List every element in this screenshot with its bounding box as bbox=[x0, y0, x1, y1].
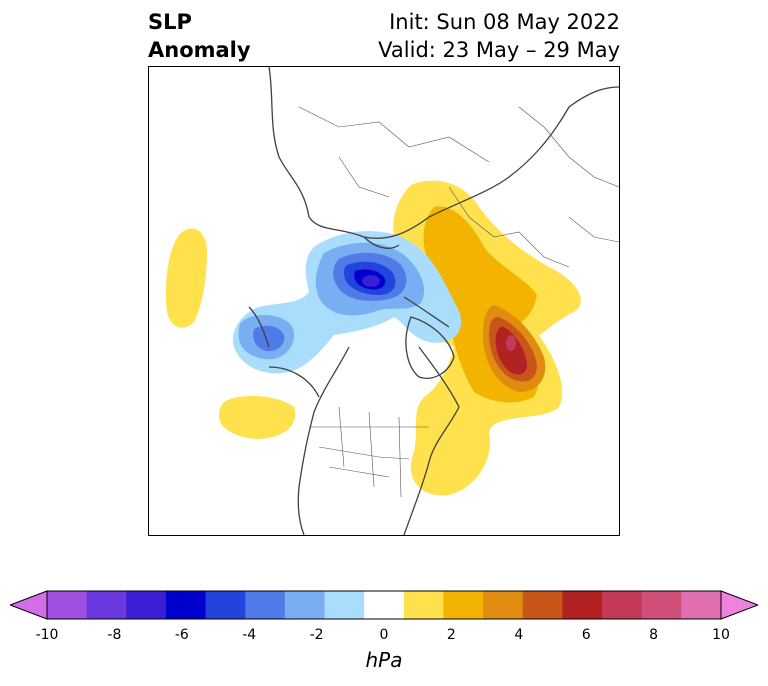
asia-coast bbox=[428, 86, 619, 218]
colorbar-segment bbox=[522, 591, 563, 619]
anomaly-blob-west bbox=[165, 228, 207, 328]
map-title: SLP Anomaly bbox=[148, 8, 251, 64]
anomaly-contour-minus3-west bbox=[253, 325, 285, 352]
alaska-coast bbox=[248, 306, 320, 398]
colorbar-tick-label: 6 bbox=[581, 627, 591, 643]
greenland-coast bbox=[405, 316, 455, 379]
colorbar-segment bbox=[284, 591, 326, 619]
forecast-info: Init: Sun 08 May 2022 Valid: 23 May – 29… bbox=[378, 8, 620, 64]
anomaly-min-center bbox=[362, 275, 380, 287]
anomaly-max-center bbox=[506, 335, 516, 351]
colorbar-tick-label: 4 bbox=[514, 627, 524, 643]
coastlines bbox=[248, 67, 619, 535]
colorbar-outline bbox=[46, 590, 722, 620]
colorbar-segment bbox=[165, 591, 207, 619]
colorbar-segment bbox=[681, 591, 722, 619]
colorbar-segment bbox=[602, 591, 643, 619]
colorbar-segment bbox=[443, 591, 484, 619]
colorbar-segment bbox=[47, 591, 88, 619]
colorbar-tick-label: 0 bbox=[379, 627, 389, 643]
colorbar-segment bbox=[641, 591, 682, 619]
colorbar-tick-label: 8 bbox=[649, 627, 659, 643]
colorbar-segment bbox=[245, 591, 286, 619]
arctic-islands bbox=[363, 236, 450, 328]
colorbar-tick-label: -4 bbox=[242, 627, 257, 643]
colorbar-segment bbox=[403, 591, 444, 619]
colorbar-extend-high bbox=[720, 590, 758, 620]
colorbar-segment bbox=[126, 591, 167, 619]
positive-anomaly-contours bbox=[165, 180, 581, 496]
colorbar-segment bbox=[324, 591, 365, 619]
colorbar-segment bbox=[205, 591, 246, 619]
colorbar-segment bbox=[483, 591, 524, 619]
colorbar-segment bbox=[364, 591, 405, 619]
title-line-2: Anomaly bbox=[148, 38, 251, 62]
title-line-1: SLP bbox=[148, 10, 192, 34]
colorbar-tick-label: 2 bbox=[446, 627, 456, 643]
colorbar-tick-label: -10 bbox=[35, 627, 59, 643]
country-borders bbox=[298, 106, 619, 498]
slp-anomaly-map bbox=[165, 67, 619, 535]
colorbar-tick-label: 10 bbox=[712, 627, 730, 643]
init-date: Init: Sun 08 May 2022 bbox=[389, 10, 620, 34]
colorbar-segment bbox=[562, 591, 603, 619]
colorbar-segment bbox=[86, 591, 127, 619]
map-panel bbox=[148, 66, 620, 536]
colorbar-tick-label: -2 bbox=[309, 627, 324, 643]
europe-coast bbox=[268, 67, 430, 239]
colorbar bbox=[10, 590, 758, 620]
colorbar-segments bbox=[47, 591, 722, 619]
valid-period: Valid: 23 May – 29 May bbox=[378, 38, 620, 62]
colorbar-tick-label: -6 bbox=[174, 627, 189, 643]
colorbar-extend-low bbox=[10, 590, 48, 620]
negative-anomaly-contours bbox=[233, 231, 462, 374]
colorbar-unit: hPa bbox=[365, 648, 403, 672]
north-america-coast bbox=[297, 346, 460, 535]
colorbar-tick-label: -8 bbox=[107, 627, 122, 643]
anomaly-blob-pacific bbox=[219, 395, 296, 439]
